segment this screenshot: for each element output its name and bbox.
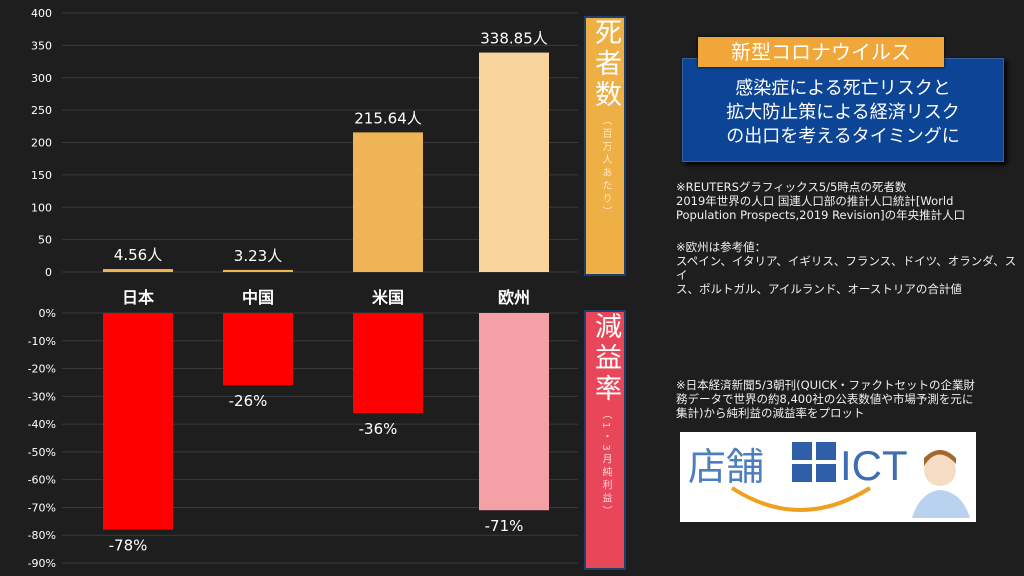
- category-label: 米国: [372, 288, 404, 307]
- data-label: 215.64人: [354, 109, 422, 127]
- subtitle-line: 拡大防止策による経済リスク: [726, 102, 960, 123]
- data-label: 3.23人: [234, 247, 282, 265]
- data-label: 338.85人: [480, 30, 548, 48]
- note-source-deaths: ※REUTERSグラフィックス5/5時点の死者数 2019年世界の人口 国連人口…: [676, 180, 966, 222]
- y-tick-label: -90%: [28, 557, 56, 570]
- bar: [223, 313, 293, 386]
- bar: [479, 52, 549, 273]
- category-label: 欧州: [498, 288, 530, 307]
- svg-text:店舗: 店舗: [688, 445, 764, 489]
- y-tick-label: 50: [38, 234, 52, 247]
- subtitle-line: の出口を考えるタイミングに: [726, 126, 960, 147]
- data-label: 4.56人: [114, 246, 162, 264]
- y-tick-label: -40%: [28, 418, 56, 431]
- logo: 店舗 ICT: [680, 432, 976, 522]
- y-tick-label: 0: [45, 266, 52, 279]
- y-tick-label: -60%: [28, 474, 56, 487]
- bottom-axis-label: 減益率 （1・3月純利益）: [584, 310, 626, 570]
- note-source-profit: ※日本経済新聞5/3朝刊(QUICK・ファクトセットの企業財 務データで世界の約…: [676, 378, 976, 420]
- y-tick-label: -10%: [28, 335, 56, 348]
- y-tick-label: 350: [31, 39, 52, 52]
- data-label: -71%: [485, 517, 524, 535]
- axis-label-main: 減益率: [590, 312, 621, 405]
- panel-title: 新型コロナウイルス: [698, 37, 944, 67]
- bar: [353, 313, 423, 413]
- data-label: -78%: [109, 537, 148, 555]
- y-tick-label: -70%: [28, 501, 56, 514]
- y-tick-label: -50%: [28, 446, 56, 459]
- y-tick-label: 400: [31, 7, 52, 20]
- bar: [223, 269, 293, 272]
- y-tick-label: -20%: [28, 363, 56, 376]
- bar: [103, 269, 173, 272]
- y-tick-label: 150: [31, 169, 52, 182]
- axis-label-sub: （1・3月純利益）: [600, 409, 611, 519]
- svg-text:ICT: ICT: [840, 442, 908, 489]
- data-label: -36%: [359, 420, 398, 438]
- axis-label-sub: （百万人あたり）: [600, 115, 611, 219]
- note-europe: ※欧州は参考値： スペイン、イタリア、イギリス、フランス、ドイツ、オランダ、スイ…: [676, 240, 1017, 296]
- subtitle-line: 感染症による死亡リスクと: [735, 78, 951, 99]
- y-tick-label: 0%: [39, 307, 56, 320]
- y-tick-label: -80%: [28, 529, 56, 542]
- bar: [479, 313, 549, 511]
- data-label: -26%: [229, 392, 268, 410]
- bar: [103, 313, 173, 530]
- category-label: 中国: [242, 288, 274, 307]
- axis-label-main: 死者数: [590, 18, 621, 111]
- panel-subtitle: 感染症による死亡リスクと 拡大防止策による経済リスク の出口を考えるタイミングに: [682, 58, 1004, 162]
- logo-graphic: 店舗 ICT: [688, 442, 970, 518]
- category-label: 日本: [122, 288, 154, 307]
- y-tick-label: 200: [31, 137, 52, 150]
- top-axis-label: 死者数 （百万人あたり）: [584, 16, 626, 276]
- y-tick-label: 250: [31, 104, 52, 117]
- y-tick-label: 100: [31, 201, 52, 214]
- y-tick-label: -30%: [28, 390, 56, 403]
- y-tick-label: 300: [31, 72, 52, 85]
- bar: [353, 132, 423, 272]
